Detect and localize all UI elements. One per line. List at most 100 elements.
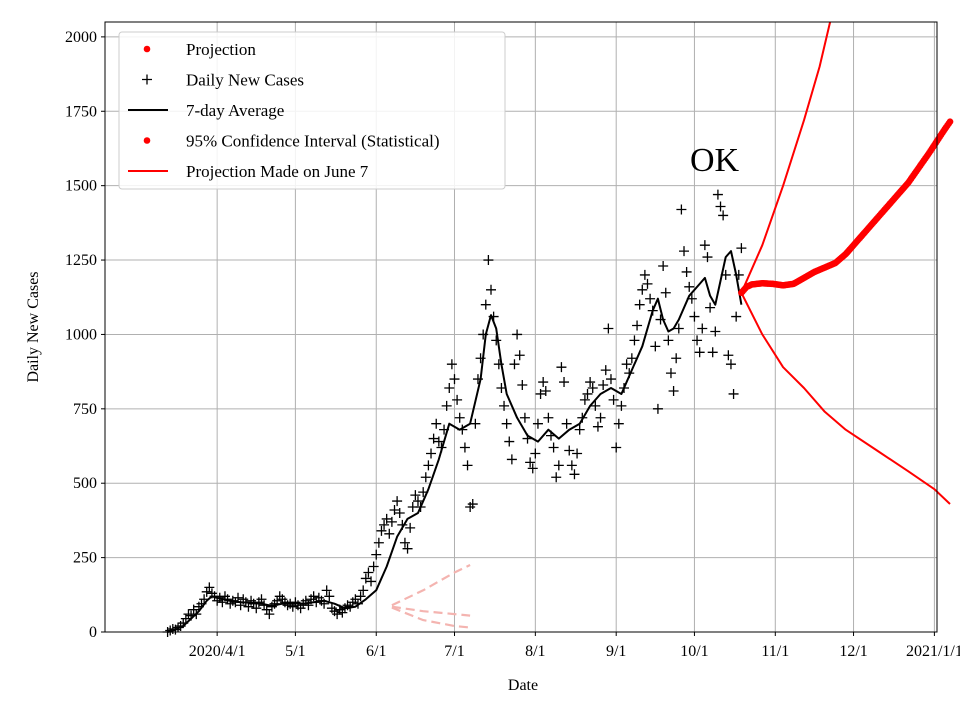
daily-case-point xyxy=(392,496,403,507)
daily-case-point xyxy=(725,359,736,370)
daily-case-point xyxy=(692,335,703,346)
daily-case-point xyxy=(574,424,585,435)
daily-case-point xyxy=(452,394,463,405)
daily-case-point xyxy=(600,365,611,376)
daily-case-point xyxy=(449,374,460,385)
daily-case-point xyxy=(321,585,332,596)
daily-case-point xyxy=(501,418,512,429)
legend-box xyxy=(118,31,506,190)
legend-dot-marker xyxy=(143,137,151,144)
daily-case-point xyxy=(699,240,710,251)
daily-case-point xyxy=(389,505,400,515)
daily-case-point xyxy=(679,246,690,257)
daily-case-point xyxy=(598,380,609,391)
x-tick-label: 6/1 xyxy=(366,643,386,660)
daily-case-point xyxy=(426,448,437,459)
x-tick-label: 2021/1/1 xyxy=(906,643,960,660)
daily-case-point xyxy=(639,269,650,280)
daily-case-point xyxy=(420,472,431,483)
daily-case-point xyxy=(645,293,656,304)
daily-case-point xyxy=(731,311,742,322)
daily-case-point xyxy=(358,585,369,596)
daily-case-point xyxy=(684,281,695,292)
daily-case-point xyxy=(454,412,465,423)
daily-case-point xyxy=(587,383,598,393)
daily-case-point xyxy=(261,604,272,615)
daily-case-point xyxy=(728,388,739,399)
y-tick-label: 1250 xyxy=(65,252,97,269)
daily-case-point xyxy=(582,388,593,399)
region-annotation: OK xyxy=(690,142,740,179)
daily-case-point xyxy=(668,385,679,396)
daily-case-point xyxy=(689,311,700,322)
x-tick-label: 10/1 xyxy=(680,643,708,660)
june7-projection-line xyxy=(391,606,471,629)
daily-case-point xyxy=(282,600,293,611)
daily-case-point xyxy=(371,549,382,560)
daily-case-point xyxy=(506,454,517,465)
daily-case-point xyxy=(295,603,306,614)
daily-case-point xyxy=(702,252,713,263)
daily-case-point xyxy=(251,603,262,614)
daily-case-point xyxy=(634,299,645,310)
y-tick-label: 2000 xyxy=(65,29,97,46)
daily-case-point xyxy=(512,329,523,340)
daily-case-point xyxy=(530,448,541,459)
daily-case-point xyxy=(384,528,395,539)
legend-entry-label: 95% Confidence Interval (Statistical) xyxy=(186,132,440,151)
daily-case-point xyxy=(705,302,716,313)
daily-case-point xyxy=(379,519,390,530)
daily-case-point xyxy=(355,591,366,602)
y-axis: 0 250 500 750 1000 1250 1500 1750 2000 xyxy=(65,29,105,641)
daily-case-point xyxy=(303,600,314,611)
daily-case-point xyxy=(423,460,434,471)
daily-case-point xyxy=(736,243,747,254)
daily-case-point xyxy=(681,266,692,277)
daily-case-point xyxy=(551,472,562,483)
daily-case-point xyxy=(499,400,510,411)
y-tick-label: 750 xyxy=(73,401,97,418)
daily-case-point xyxy=(613,418,624,429)
daily-case-point xyxy=(559,377,570,388)
daily-case-point xyxy=(642,278,653,289)
daily-case-point xyxy=(459,442,470,453)
daily-case-point xyxy=(350,594,361,605)
ci-lower-line xyxy=(740,292,951,505)
daily-case-point xyxy=(201,586,212,597)
daily-case-point xyxy=(204,582,215,593)
daily-case-point xyxy=(514,350,525,361)
series-layer xyxy=(162,21,954,637)
daily-case-point xyxy=(412,496,423,507)
daily-case-point xyxy=(480,299,491,310)
daily-case-point xyxy=(585,377,596,388)
daily-case-point xyxy=(561,418,572,429)
daily-case-point xyxy=(517,380,528,391)
x-tick-label: 11/1 xyxy=(761,643,789,660)
daily-case-point xyxy=(527,463,538,474)
daily-case-point xyxy=(504,436,515,447)
daily-case-point xyxy=(532,418,543,429)
daily-case-point xyxy=(712,189,723,200)
daily-case-point xyxy=(663,335,674,346)
daily-case-point xyxy=(402,543,413,554)
daily-case-point xyxy=(491,335,502,346)
daily-case-point xyxy=(650,341,661,352)
daily-case-point xyxy=(428,433,439,444)
daily-case-point xyxy=(710,326,721,337)
daily-case-point xyxy=(608,394,619,405)
daily-case-point xyxy=(483,255,494,266)
seven-day-average-line xyxy=(167,250,743,633)
daily-case-point xyxy=(509,359,520,370)
x-tick-label: 7/1 xyxy=(444,643,464,660)
daily-case-point xyxy=(707,347,718,358)
daily-case-point xyxy=(410,490,421,501)
daily-case-point xyxy=(671,353,682,364)
daily-case-point xyxy=(519,412,530,423)
daily-case-point xyxy=(626,353,637,364)
legend-entry-label: Daily New Cases xyxy=(186,71,304,90)
june7-projection-line xyxy=(391,605,471,617)
daily-case-point xyxy=(658,261,669,271)
daily-case-point xyxy=(363,567,374,578)
daily-case-point xyxy=(381,513,392,524)
daily-case-point xyxy=(548,442,559,453)
